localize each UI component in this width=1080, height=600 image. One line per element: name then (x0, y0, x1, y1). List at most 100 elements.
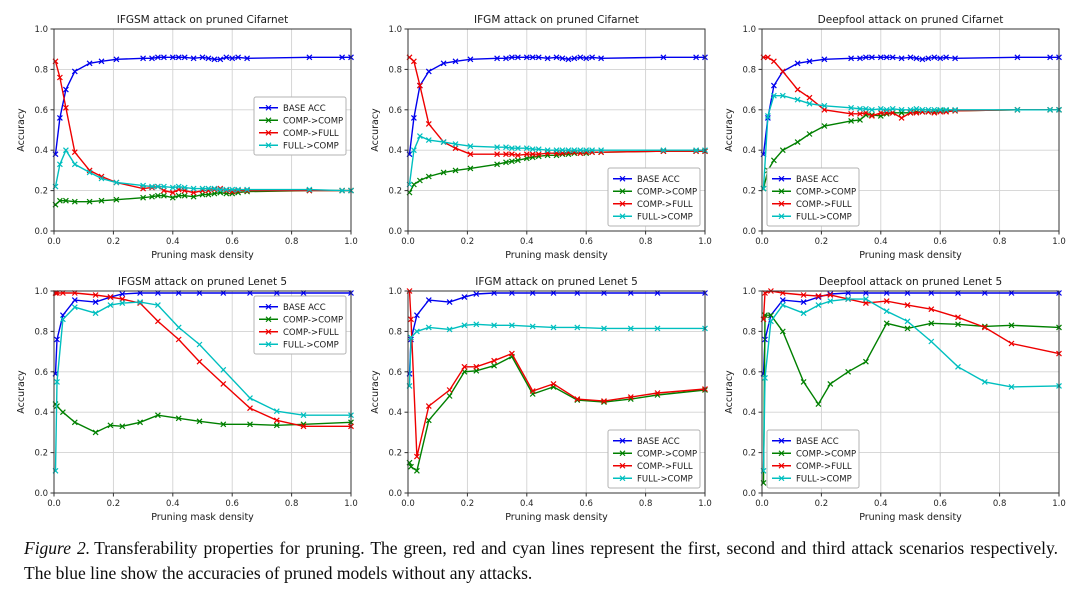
y-axis-label: Accuracy (724, 108, 735, 152)
svg-text:0.8: 0.8 (34, 65, 48, 75)
svg-text:FULL->COMP: FULL->COMP (796, 212, 852, 222)
svg-text:0.0: 0.0 (388, 227, 402, 237)
chart-title: IFGM attack on pruned Lenet 5 (475, 276, 638, 288)
chart-ifgm-cifarnet: 0.0 0.2 0.4 0.6 0.8 1.0 0.0 0.2 0.4 0.6 0.8 1.0 IFGM… (368, 12, 712, 264)
series-base-acc (52, 54, 354, 158)
figure-grid: 0.0 0.2 0.4 0.6 0.8 1.0 0.0 0.2 0.4 0.6 0.8 1.0 IFGS… (14, 12, 1066, 526)
svg-text:BASE ACC: BASE ACC (637, 175, 680, 185)
chart-deepfool-cifarnet: 0.0 0.2 0.4 0.6 0.8 1.0 0.0 0.2 0.4 0.6 0.8 1.0 Deep… (722, 12, 1066, 264)
axis-ticks: 0.0 0.2 0.4 0.6 0.8 1.0 0.0 0.2 0.4 0.6 0.8 1.0 (34, 287, 357, 509)
chart-title: Deepfool attack on pruned Cifarnet (818, 14, 1004, 26)
svg-text:0.2: 0.2 (107, 499, 121, 509)
chart-ifgsm-lenet5: 0.0 0.2 0.4 0.6 0.8 1.0 0.0 0.2 0.4 0.6 0.8 1.0 IFGS… (14, 274, 358, 526)
svg-text:1.0: 1.0 (344, 499, 358, 509)
svg-text:COMP->FULL: COMP->FULL (637, 462, 693, 472)
svg-text:0.6: 0.6 (388, 368, 402, 378)
x-axis-label: Pruning mask density (151, 512, 254, 523)
svg-text:COMP->COMP: COMP->COMP (637, 449, 697, 459)
svg-text:0.4: 0.4 (388, 408, 402, 418)
plot-border (761, 290, 1060, 494)
svg-text:1.0: 1.0 (344, 237, 358, 247)
legend: BASE ACC COMP->COMP COMP->FULL FULL->COMP (766, 167, 860, 227)
svg-text:0.2: 0.2 (461, 499, 475, 509)
svg-text:1.0: 1.0 (388, 25, 402, 35)
series-comp-full (760, 288, 1062, 357)
svg-text:0.4: 0.4 (166, 499, 180, 509)
plot-border (53, 28, 352, 232)
svg-text:0.2: 0.2 (388, 449, 402, 459)
svg-text:0.4: 0.4 (520, 237, 534, 247)
svg-text:0.0: 0.0 (47, 499, 61, 509)
svg-text:COMP->COMP: COMP->COMP (796, 187, 856, 197)
svg-text:0.6: 0.6 (742, 106, 756, 116)
chart-svg-deepfool-lenet5: 0.0 0.2 0.4 0.6 0.8 1.0 0.0 0.2 0.4 0.6 0.8 1.0 Deep… (722, 274, 1066, 526)
axis-ticks: 0.0 0.2 0.4 0.6 0.8 1.0 0.0 0.2 0.4 0.6 0.8 1.0 (388, 25, 711, 247)
series-full-comp (52, 147, 354, 194)
svg-text:0.0: 0.0 (34, 227, 48, 237)
series-comp-comp (406, 353, 708, 474)
svg-text:0.2: 0.2 (742, 187, 756, 197)
svg-text:0.6: 0.6 (225, 237, 239, 247)
svg-text:0.0: 0.0 (742, 489, 756, 499)
series-full-comp (406, 133, 708, 188)
svg-text:0.4: 0.4 (34, 408, 48, 418)
plot-border (53, 290, 352, 494)
chart-svg-ifgm-cifarnet: 0.0 0.2 0.4 0.6 0.8 1.0 0.0 0.2 0.4 0.6 0.8 1.0 IFGM… (368, 12, 712, 264)
svg-text:BASE ACC: BASE ACC (796, 175, 839, 185)
svg-text:0.4: 0.4 (166, 237, 180, 247)
svg-text:FULL->COMP: FULL->COMP (283, 340, 339, 350)
legend: BASE ACC COMP->COMP COMP->FULL FULL->COMP (607, 167, 701, 227)
series-full-comp (52, 299, 354, 474)
svg-text:0.4: 0.4 (742, 146, 756, 156)
legend: BASE ACC COMP->COMP COMP->FULL FULL->COMP (253, 96, 347, 156)
svg-text:0.6: 0.6 (388, 106, 402, 116)
series-full-comp (760, 296, 1062, 474)
chart-svg-ifgm-lenet5: 0.0 0.2 0.4 0.6 0.8 1.0 0.0 0.2 0.4 0.6 0.8 1.0 IFGM… (368, 274, 712, 526)
svg-text:0.2: 0.2 (461, 237, 475, 247)
chart-deepfool-lenet5: 0.0 0.2 0.4 0.6 0.8 1.0 0.0 0.2 0.4 0.6 0.8 1.0 Deep… (722, 274, 1066, 526)
svg-text:BASE ACC: BASE ACC (283, 303, 326, 313)
svg-text:FULL->COMP: FULL->COMP (637, 212, 693, 222)
svg-text:1.0: 1.0 (742, 25, 756, 35)
svg-text:0.4: 0.4 (874, 499, 888, 509)
series-comp-comp (760, 312, 1062, 486)
legend: BASE ACC COMP->COMP COMP->FULL FULL->COMP (607, 429, 701, 489)
svg-text:0.2: 0.2 (388, 187, 402, 197)
svg-text:0.8: 0.8 (639, 499, 653, 509)
chart-svg-deepfool-cifarnet: 0.0 0.2 0.4 0.6 0.8 1.0 0.0 0.2 0.4 0.6 0.8 1.0 Deep… (722, 12, 1066, 264)
svg-text:1.0: 1.0 (388, 287, 402, 297)
svg-text:0.8: 0.8 (285, 237, 299, 247)
svg-text:0.6: 0.6 (933, 499, 947, 509)
svg-text:0.6: 0.6 (34, 106, 48, 116)
series-comp-full (52, 290, 354, 430)
axis-ticks: 0.0 0.2 0.4 0.6 0.8 1.0 0.0 0.2 0.4 0.6 0.8 1.0 (388, 287, 711, 509)
svg-text:0.6: 0.6 (225, 499, 239, 509)
x-axis-label: Pruning mask density (859, 250, 962, 261)
chart-svg-ifgsm-cifarnet: 0.0 0.2 0.4 0.6 0.8 1.0 0.0 0.2 0.4 0.6 0.8 1.0 IFGS… (14, 12, 358, 264)
svg-text:COMP->FULL: COMP->FULL (796, 200, 852, 210)
svg-text:0.6: 0.6 (933, 237, 947, 247)
series-base-acc (760, 54, 1062, 158)
svg-text:0.8: 0.8 (285, 499, 299, 509)
svg-text:0.0: 0.0 (34, 489, 48, 499)
svg-text:0.2: 0.2 (107, 237, 121, 247)
svg-text:BASE ACC: BASE ACC (796, 437, 839, 447)
svg-text:0.4: 0.4 (520, 499, 534, 509)
chart-title: IFGM attack on pruned Cifarnet (474, 14, 639, 26)
svg-text:FULL->COMP: FULL->COMP (796, 474, 852, 484)
svg-text:COMP->COMP: COMP->COMP (796, 449, 856, 459)
svg-text:COMP->COMP: COMP->COMP (283, 116, 343, 126)
svg-text:COMP->FULL: COMP->FULL (283, 328, 339, 338)
svg-text:COMP->FULL: COMP->FULL (796, 462, 852, 472)
svg-text:1.0: 1.0 (698, 499, 712, 509)
svg-text:0.8: 0.8 (388, 65, 402, 75)
svg-text:0.8: 0.8 (388, 327, 402, 337)
svg-text:FULL->COMP: FULL->COMP (283, 141, 339, 151)
svg-text:1.0: 1.0 (742, 287, 756, 297)
x-axis-label: Pruning mask density (151, 250, 254, 261)
legend: BASE ACC COMP->COMP COMP->FULL FULL->COMP (253, 295, 347, 355)
svg-text:0.2: 0.2 (34, 449, 48, 459)
plot-border (407, 290, 706, 494)
svg-text:0.4: 0.4 (874, 237, 888, 247)
svg-text:1.0: 1.0 (1052, 237, 1066, 247)
